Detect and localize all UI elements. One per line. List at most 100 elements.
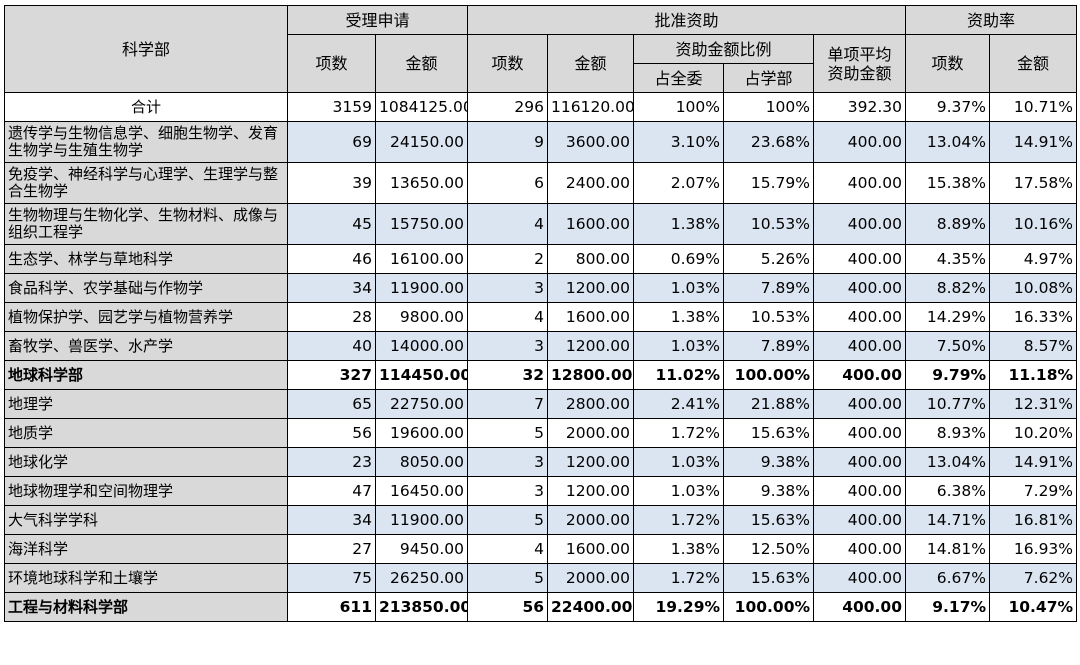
table-row: 植物保护学、园艺学与植物营养学 28 9800.00 4 1600.00 1.3… — [4, 302, 1078, 332]
cell: 10.53% — [723, 302, 815, 332]
cell: 5 — [467, 505, 549, 535]
row-name: 地球物理学和空间物理学 — [4, 476, 288, 506]
cell: 327 — [287, 360, 376, 390]
cell: 400.00 — [813, 331, 907, 361]
cell: 1.72% — [633, 563, 725, 593]
row-name: 生态学、林学与草地科学 — [4, 244, 288, 274]
cell: 0.69% — [633, 244, 725, 274]
cell: 7.50% — [905, 331, 991, 361]
cell: 26250.00 — [374, 563, 469, 593]
funding-table: 科学部 受理申请 批准资助 资助率 项数 金额 项数 金额 资助金额比例 单项平… — [4, 5, 1078, 622]
table-row: 生物物理与生物化学、生物材料、成像与组织工程学 45 15750.00 4 16… — [4, 203, 1078, 245]
cell: 400.00 — [813, 273, 907, 303]
cell: 9.37% — [905, 92, 991, 122]
cell: 3 — [467, 447, 549, 477]
cell: 213850.00 — [374, 592, 469, 622]
cell: 400.00 — [813, 121, 907, 163]
cell: 22400.00 — [547, 592, 635, 622]
table-row: 遗传学与生物信息学、细胞生物学、发育生物学与生殖生物学 69 24150.00 … — [4, 121, 1078, 163]
cell: 2400.00 — [547, 162, 635, 204]
cell: 10.77% — [905, 389, 991, 419]
cell: 8050.00 — [374, 447, 469, 477]
table-row: 地质学 56 19600.00 5 2000.00 1.72% 15.63% 4… — [4, 418, 1078, 448]
cell: 2000.00 — [547, 505, 635, 535]
row-name: 海洋科学 — [4, 534, 288, 564]
cell: 11.18% — [989, 360, 1078, 390]
row-name: 生物物理与生物化学、生物材料、成像与组织工程学 — [4, 203, 288, 245]
cell: 69 — [287, 121, 376, 163]
cell: 23.68% — [723, 121, 815, 163]
cell: 1600.00 — [547, 302, 635, 332]
table-row: 生态学、林学与草地科学 46 16100.00 2 800.00 0.69% 5… — [4, 244, 1078, 274]
cell: 1.38% — [633, 203, 725, 245]
cell: 9.38% — [723, 476, 815, 506]
cell: 14.91% — [989, 121, 1078, 163]
row-name: 地质学 — [4, 418, 288, 448]
cell: 15.63% — [723, 563, 815, 593]
cell: 1.03% — [633, 331, 725, 361]
cell: 46 — [287, 244, 376, 274]
row-name: 环境地球科学和土壤学 — [4, 563, 288, 593]
cell: 400.00 — [813, 476, 907, 506]
header-of-dept: 占学部 — [723, 63, 815, 93]
cell: 9.79% — [905, 360, 991, 390]
cell: 9800.00 — [374, 302, 469, 332]
cell: 65 — [287, 389, 376, 419]
cell: 34 — [287, 273, 376, 303]
cell: 45 — [287, 203, 376, 245]
cell: 5 — [467, 418, 549, 448]
cell: 6.67% — [905, 563, 991, 593]
cell: 1.72% — [633, 418, 725, 448]
header-approved: 批准资助 — [467, 5, 907, 35]
cell: 1084125.00 — [374, 92, 469, 122]
cell: 8.93% — [905, 418, 991, 448]
cell: 17.58% — [989, 162, 1078, 204]
cell: 8.82% — [905, 273, 991, 303]
cell: 3600.00 — [547, 121, 635, 163]
cell: 7.89% — [723, 331, 815, 361]
cell: 392.30 — [813, 92, 907, 122]
cell: 10.47% — [989, 592, 1078, 622]
cell: 7 — [467, 389, 549, 419]
cell: 16100.00 — [374, 244, 469, 274]
header-rate: 资助率 — [905, 5, 1078, 35]
cell: 7.89% — [723, 273, 815, 303]
cell: 28 — [287, 302, 376, 332]
cell: 9 — [467, 121, 549, 163]
cell: 7.62% — [989, 563, 1078, 593]
cell: 14.71% — [905, 505, 991, 535]
cell: 116120.00 — [547, 92, 635, 122]
cell: 1.38% — [633, 302, 725, 332]
cell: 5 — [467, 563, 549, 593]
table-row: 畜牧学、兽医学、水产学 40 14000.00 3 1200.00 1.03% … — [4, 331, 1078, 361]
table-row: 大气科学学科 34 11900.00 5 2000.00 1.72% 15.63… — [4, 505, 1078, 535]
cell: 3 — [467, 476, 549, 506]
cell: 14000.00 — [374, 331, 469, 361]
header-average: 单项平均 资助金额 — [813, 34, 907, 93]
cell: 16.93% — [989, 534, 1078, 564]
cell: 6.38% — [905, 476, 991, 506]
cell: 1.03% — [633, 273, 725, 303]
cell: 10.53% — [723, 203, 815, 245]
cell: 1.03% — [633, 476, 725, 506]
cell: 21.88% — [723, 389, 815, 419]
cell: 14.91% — [989, 447, 1078, 477]
cell: 10.16% — [989, 203, 1078, 245]
cell: 1.72% — [633, 505, 725, 535]
cell: 2800.00 — [547, 389, 635, 419]
cell: 400.00 — [813, 244, 907, 274]
table-row: 合计 3159 1084125.00 296 116120.00 100% 10… — [4, 92, 1078, 122]
cell: 15.79% — [723, 162, 815, 204]
table-row: 地球物理学和空间物理学 47 16450.00 3 1200.00 1.03% … — [4, 476, 1078, 506]
cell: 1.38% — [633, 534, 725, 564]
row-name: 畜牧学、兽医学、水产学 — [4, 331, 288, 361]
cell: 100% — [633, 92, 725, 122]
cell: 19.29% — [633, 592, 725, 622]
cell: 34 — [287, 505, 376, 535]
cell: 4 — [467, 302, 549, 332]
cell: 12.31% — [989, 389, 1078, 419]
cell: 10.20% — [989, 418, 1078, 448]
cell: 13.04% — [905, 447, 991, 477]
row-name: 食品科学、农学基础与作物学 — [4, 273, 288, 303]
cell: 8.57% — [989, 331, 1078, 361]
